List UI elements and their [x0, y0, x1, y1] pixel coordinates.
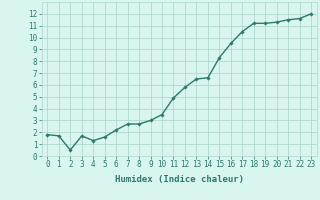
X-axis label: Humidex (Indice chaleur): Humidex (Indice chaleur) — [115, 175, 244, 184]
